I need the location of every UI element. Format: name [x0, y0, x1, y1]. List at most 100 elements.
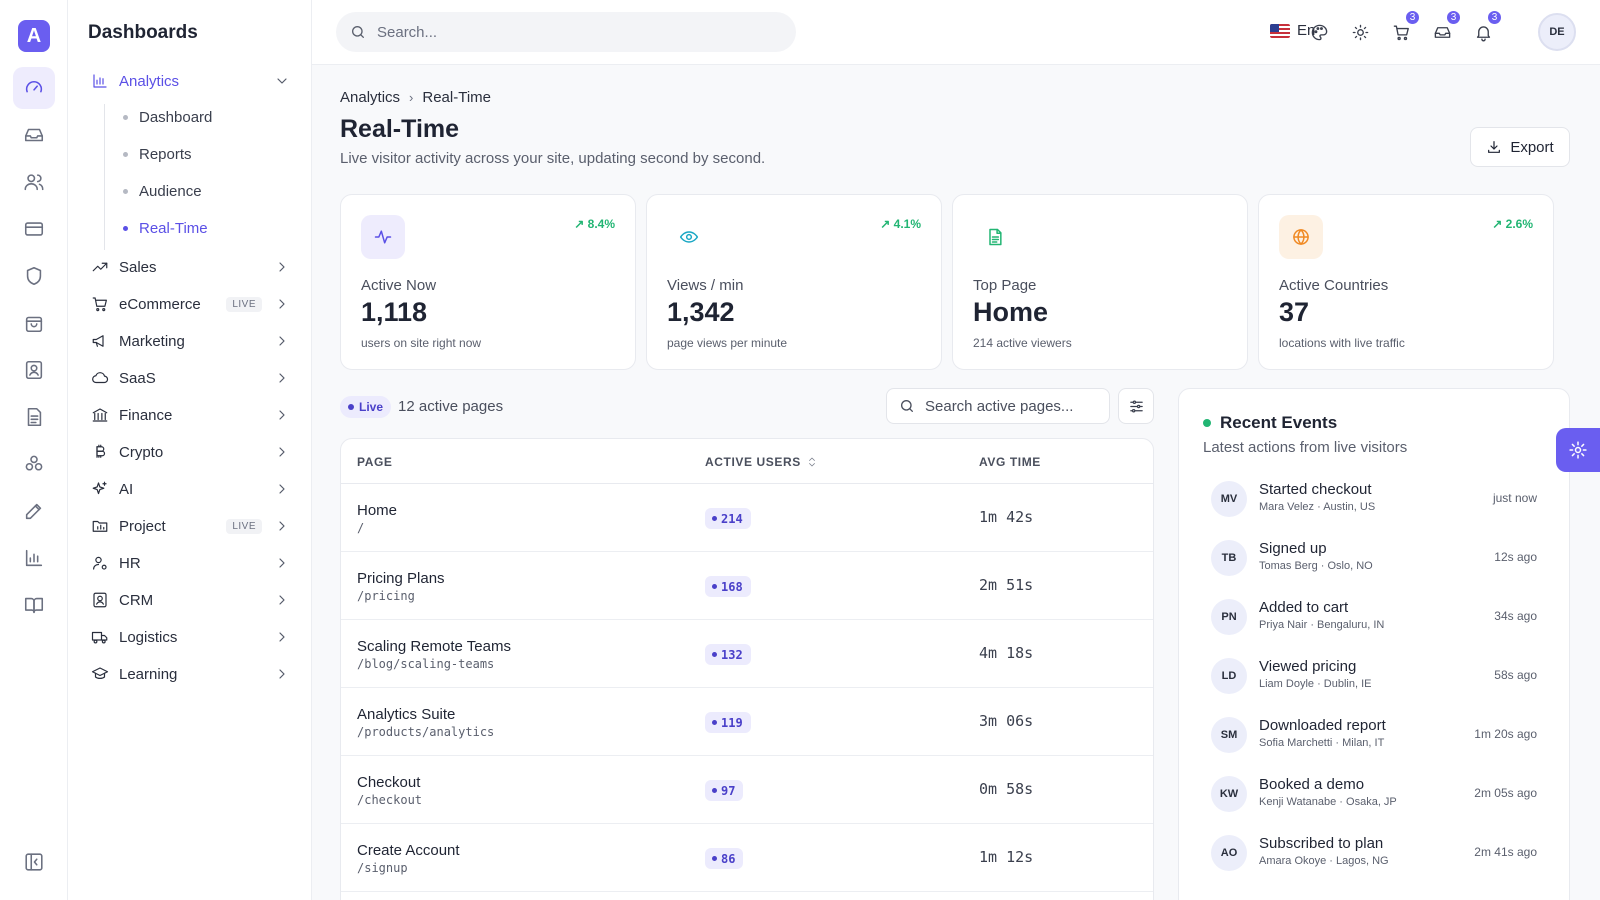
filter-button[interactable]: [1118, 388, 1154, 424]
event-item[interactable]: TB Signed up Tomas Berg · Oslo, NO 12s a…: [1211, 536, 1537, 580]
table-row[interactable]: Checkout /checkout 97 0m 58s: [341, 756, 1153, 824]
sidebar-item-saas[interactable]: SaaS: [90, 364, 290, 392]
column-header-active-users[interactable]: ACTIVE USERS: [705, 455, 818, 469]
sidebar-item-label: Crypto: [119, 443, 164, 461]
stat-card-active-now: ↗ 8.4% Active Now 1,118 users on site ri…: [340, 194, 636, 370]
events-title-label: Recent Events: [1220, 413, 1338, 432]
globe-icon: [1293, 229, 1309, 245]
inbox-button[interactable]: 3: [1430, 9, 1462, 44]
rail-contacts-button[interactable]: [13, 349, 55, 391]
sliders-icon: [1129, 400, 1143, 412]
subnav-item-reports[interactable]: Reports: [123, 146, 192, 163]
event-item[interactable]: LD Viewed pricing Liam Doyle · Dublin, I…: [1211, 654, 1537, 698]
rail-users-button[interactable]: [13, 161, 55, 203]
cloud-icon: [90, 368, 110, 388]
rail-security-button[interactable]: [13, 255, 55, 297]
event-meta: Amara Okoye · Lagos, NG: [1259, 855, 1389, 867]
breadcrumb-separator-icon: ›: [409, 90, 414, 105]
event-time: just now: [1492, 491, 1537, 505]
app-logo[interactable]: A: [18, 20, 50, 52]
settings-fab-button[interactable]: [1556, 428, 1600, 472]
stat-value: 1,342: [667, 297, 735, 327]
sidebar-item-analytics[interactable]: Analytics: [90, 67, 290, 95]
event-title: Viewed pricing: [1259, 658, 1357, 675]
sidebar-item-marketing[interactable]: Marketing: [90, 327, 290, 355]
rail-shop-button[interactable]: [13, 302, 55, 344]
event-item[interactable]: SM Downloaded report Sofia Marchetti · M…: [1211, 713, 1537, 757]
table-row[interactable]: Scaling Remote Teams /blog/scaling-teams…: [341, 620, 1153, 688]
event-time: 34s ago: [1494, 609, 1537, 623]
table-row[interactable]: Pricing Plans /pricing 168 2m 51s: [341, 552, 1153, 620]
rail-billing-button[interactable]: [13, 208, 55, 250]
sidebar-item-ai[interactable]: AI: [90, 475, 290, 503]
page-name: Home: [357, 502, 398, 519]
rail-reports-button[interactable]: [13, 537, 55, 579]
user-avatar[interactable]: DE: [1538, 13, 1576, 51]
subnav-item-real-time[interactable]: Real-Time: [123, 220, 208, 237]
search-input[interactable]: [377, 23, 757, 41]
stat-trend-value: 8.4%: [587, 217, 615, 231]
collapse-sidebar-button[interactable]: [13, 841, 55, 883]
breadcrumb-item-analytics[interactable]: Analytics: [340, 89, 401, 106]
rail-editor-button[interactable]: [13, 490, 55, 532]
active-pages-search[interactable]: [886, 388, 1110, 424]
light-mode-button[interactable]: [1348, 20, 1372, 44]
sidebar-item-crypto[interactable]: Crypto: [90, 438, 290, 466]
truck-icon: [90, 627, 110, 647]
event-avatar: LD: [1211, 658, 1247, 694]
rail-dashboard-button[interactable]: [13, 67, 55, 109]
export-button[interactable]: Export: [1470, 127, 1570, 167]
sidebar-item-sales[interactable]: Sales: [90, 253, 290, 281]
inbox-icon: [1434, 26, 1450, 38]
secondary-sidebar: Dashboards Analytics Dashboard Reports A…: [68, 0, 312, 900]
sort-icon: [808, 457, 815, 467]
sidebar-item-logistics[interactable]: Logistics: [90, 623, 290, 651]
rail-modules-button[interactable]: [13, 443, 55, 485]
rail-documents-button[interactable]: [13, 396, 55, 438]
bitcoin-icon: [90, 442, 110, 462]
events-subtitle: Latest actions from live visitors: [1203, 439, 1408, 456]
event-item[interactable]: KW Booked a demo Kenji Watanabe · Osaka,…: [1211, 772, 1537, 816]
sidebar-item-hr[interactable]: HR: [90, 549, 290, 577]
sidebar-item-finance[interactable]: Finance: [90, 401, 290, 429]
rail-docs-button[interactable]: [13, 584, 55, 626]
sidebar-item-crm[interactable]: CRM: [90, 586, 290, 614]
notifications-button[interactable]: 3: [1471, 9, 1503, 44]
theme-palette-button[interactable]: [1307, 20, 1331, 44]
cart-button[interactable]: 3: [1389, 9, 1421, 44]
users-dot: [712, 720, 717, 725]
stat-label: Views / min: [667, 277, 744, 294]
event-avatar: AO: [1211, 835, 1247, 871]
language-selector[interactable]: En: [1270, 22, 1315, 39]
avg-time: 4m 18s: [979, 644, 1034, 662]
rail-inbox-button[interactable]: [13, 114, 55, 156]
event-item[interactable]: AO Subscribed to plan Amara Okoye · Lago…: [1211, 831, 1537, 875]
event-item[interactable]: PN Added to cart Priya Nair · Bengaluru,…: [1211, 595, 1537, 639]
bag-icon: [25, 316, 43, 333]
live-label: Live: [359, 400, 384, 414]
active-pages-search-input[interactable]: [925, 397, 1095, 415]
user-settings-icon: [90, 553, 110, 573]
shield-icon: [26, 266, 42, 286]
sidebar-item-ecommerce[interactable]: eCommerce LIVE: [90, 290, 290, 318]
sidebar-item-learning[interactable]: Learning: [90, 660, 290, 688]
table-row[interactable]: Create Account /signup 86 1m 12s: [341, 824, 1153, 892]
bullet-dot: [123, 115, 128, 120]
chevron-right-icon: [274, 592, 290, 608]
event-time: 12s ago: [1494, 550, 1537, 564]
event-time: 58s ago: [1494, 668, 1537, 682]
page-path: /: [357, 521, 365, 535]
sidebar-item-project[interactable]: Project LIVE: [90, 512, 290, 540]
event-item[interactable]: MV Started checkout Mara Velez · Austin,…: [1211, 477, 1537, 521]
subnav-item-dashboard[interactable]: Dashboard: [123, 109, 212, 126]
table-row[interactable]: Home / 214 1m 42s: [341, 484, 1153, 552]
subnav-item-audience[interactable]: Audience: [123, 183, 202, 200]
event-title: Booked a demo: [1259, 776, 1365, 793]
sidebar-item-label: Logistics: [119, 628, 178, 646]
avg-time: 0m 58s: [979, 780, 1034, 798]
table-row[interactable]: Analytics Suite /products/analytics 119 …: [341, 688, 1153, 756]
global-search[interactable]: [336, 12, 796, 52]
page-name: Scaling Remote Teams: [357, 638, 511, 655]
event-time: 2m 05s ago: [1474, 786, 1537, 800]
stat-label: Active Now: [361, 277, 437, 294]
